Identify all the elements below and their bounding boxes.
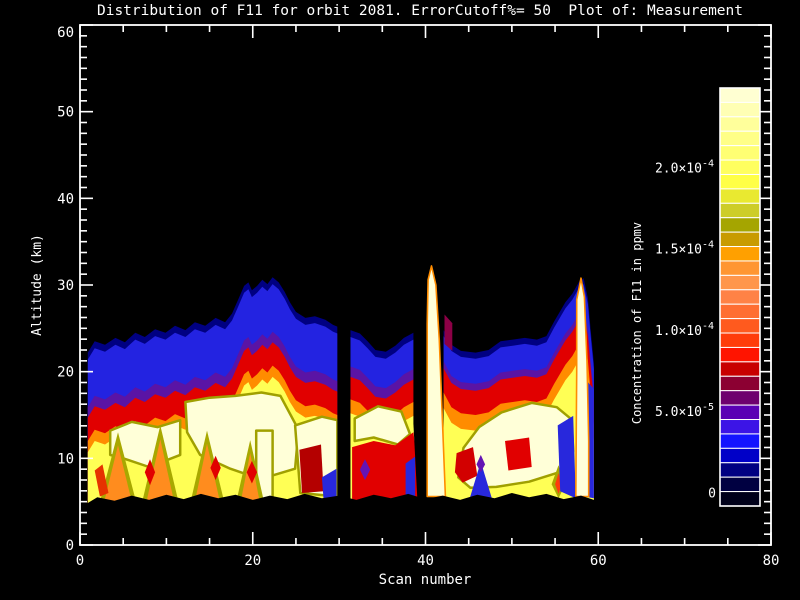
blue-strip-block2 [405,456,416,502]
colorbar-segment [719,404,761,421]
colorbar-segment [719,346,761,363]
colorbar-segment [719,361,761,377]
cream-spike-scan40 [426,265,447,498]
colorbar-segment [719,332,761,348]
colorbar-segment [719,318,761,334]
blue-wedge-right [468,461,493,502]
x-tick-label: 40 [417,553,434,569]
colorbar-segment [719,130,761,147]
colorbar-segment [719,419,761,435]
red-streak-left [94,464,109,497]
x-tick-label: 60 [590,553,607,569]
cream-spike-scan58 [574,277,590,498]
orange-flame-2 [146,439,175,502]
colorbar-segment [719,433,761,449]
contour-field [84,254,597,544]
colorbar-segment [719,188,761,204]
colorbar-segment [719,202,761,219]
colorbar-segment [719,462,761,478]
purple-diamond-block2 [359,459,371,480]
red-diamond-1 [144,459,156,486]
colorbar-segment [719,87,761,103]
colorbar-segment [719,375,761,392]
orange-flame-1 [104,445,132,502]
colorbar-tick-label: 1.5×10-4 [655,240,714,258]
red-blob-right-1 [454,447,478,483]
blue-patch-block1 [321,468,337,500]
plot-title: Distribution of F11 for orbit 2081. Erro… [96,3,743,19]
y-tick-label: 10 [57,451,74,467]
colorbar-segment [719,390,761,406]
colorbar-segment [719,145,761,161]
colorbar-segment [719,303,761,320]
colorbar-segment [719,173,761,190]
y-tick-label: 30 [57,278,74,294]
x-axis-label: Scan number [378,572,472,588]
red-diamond-3 [246,460,258,484]
colorbar-segment [719,491,761,507]
data-gap-scan39 [413,254,428,506]
data-gap-scan30 [337,254,351,506]
colorbar-segment [719,260,761,276]
blue-flank-left-of-spike2 [557,415,576,499]
x-tick-label: 80 [763,553,780,569]
colorbar-tick-label: 1.0×10-4 [655,321,714,339]
y-tick-label: 20 [57,365,74,381]
colorbar: 0 5.0×10-5 1.0×10-4 1.5×10-4 2.0×10-4 [655,87,761,507]
colorbar-segment [719,289,761,305]
colorbar-segment [719,101,761,118]
bottom-cutoff [84,493,597,544]
y-tick-label: 0 [66,538,74,554]
orange-flame-3 [194,443,220,502]
colorbar-segment [719,116,761,132]
purple-diamond-right [476,454,486,473]
y-tick-label: 60 [57,25,74,41]
colorbar-tick-label: 2.0×10-4 [655,158,714,176]
colorbar-tick-label: 0 [708,487,716,502]
y-tick-label: 50 [57,105,74,121]
red-blob-right-2 [505,437,532,471]
colorbar-segment [719,476,761,493]
colorbar-segment [719,246,761,262]
x-tick-label: 0 [76,553,84,569]
maroon-by-spike [444,314,453,351]
red-bottom-block2 [352,432,418,502]
colorbar-segment [719,447,761,464]
red-diamond-2 [210,455,221,480]
colorbar-tick-label: 5.0×10-5 [655,402,714,420]
colorbar-segment [719,217,761,233]
colorbar-segment [719,231,761,248]
colorbar-segment [719,159,761,175]
colorbar-segment [719,274,761,291]
colorbar-border [719,87,761,507]
x-tick-label: 20 [244,553,261,569]
y-tick-label: 40 [57,191,74,207]
darkred-blob-block1 [299,444,324,493]
